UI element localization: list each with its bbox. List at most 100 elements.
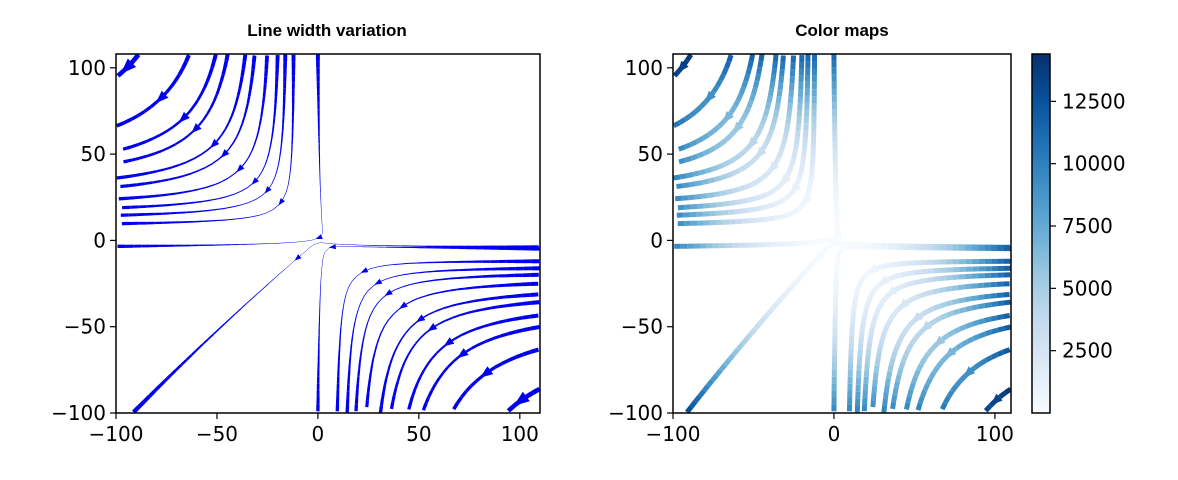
streamline-segment (202, 112, 209, 121)
streamline-segment (900, 260, 908, 267)
streamline-segment (977, 282, 985, 289)
streamline-segment (882, 325, 890, 334)
streamline-segment (238, 123, 244, 131)
stream-arrow (990, 393, 1003, 406)
streamline-segment (798, 163, 805, 172)
streamline-segment (683, 142, 692, 150)
streamline-segment (770, 74, 777, 83)
streamline-segment (409, 395, 415, 404)
streamline-segment (1002, 347, 1011, 355)
streamline-segment (789, 157, 797, 166)
streamline-segment (245, 298, 253, 305)
streamline-segment (791, 150, 798, 159)
streamline-segment (273, 273, 280, 280)
streamline-segment (701, 384, 710, 393)
streamline-segment (932, 288, 940, 295)
streamline-segment (708, 145, 717, 154)
streamline-segment (442, 305, 451, 310)
streamline-segment (943, 395, 951, 405)
streamline-segment (194, 200, 203, 204)
streamline-segment (243, 109, 248, 118)
streamline-segment (224, 121, 230, 129)
streamline-segment (246, 96, 251, 104)
streamline-segment (416, 376, 422, 384)
streamline-segment (977, 318, 986, 325)
streamline-segment (251, 144, 256, 152)
streamline-segment (760, 216, 769, 223)
streamline-segment (409, 322, 417, 329)
streamline-segment (201, 338, 209, 346)
streamline-segment (796, 117, 802, 125)
streamline-segment (506, 317, 515, 323)
streamline-segment (965, 305, 973, 312)
streamline-segment (530, 313, 539, 319)
streamline-segment (905, 395, 912, 404)
streamline-segment (433, 291, 443, 295)
streamline-segment (467, 309, 476, 315)
streamline-segment (362, 335, 365, 343)
x-tick-label: 0 (312, 422, 325, 446)
stream-arrow (801, 194, 812, 208)
streamline-segment (715, 79, 723, 88)
streamline-segment (761, 312, 770, 321)
streamline-segment (752, 80, 760, 89)
streamline-segment (161, 146, 170, 152)
streamline-segment (442, 366, 449, 374)
streamline-segment (321, 259, 324, 267)
streamline-segment (863, 302, 871, 311)
y-tick-label: −50 (621, 315, 663, 339)
streamline-segment (765, 202, 774, 210)
streamline-segment (764, 135, 772, 144)
streamline-segment (741, 80, 749, 89)
streamline-segment (718, 363, 727, 372)
streamline-segment (145, 137, 154, 143)
streamline-segment (481, 297, 491, 302)
streamline-segment (834, 259, 841, 267)
streamline-segment (383, 378, 388, 386)
streamline-segment (772, 109, 780, 118)
streamline-segment (365, 400, 369, 408)
y-tick-label: 0 (650, 228, 663, 252)
streamline-segment (757, 317, 766, 326)
streamline-segment (263, 82, 267, 91)
streamline-segment (134, 195, 144, 200)
streamline-segment (919, 357, 928, 366)
streamline-segment (802, 129, 809, 138)
streamline-segment (718, 73, 726, 82)
streamline-segment (697, 203, 704, 209)
streamline-segment (206, 184, 215, 188)
streamline-segment (215, 87, 221, 95)
streamline-segment (372, 352, 376, 360)
streamline-segment (753, 322, 762, 331)
streamline-segment (179, 161, 188, 166)
streamline-segment (152, 133, 161, 140)
streamline-segment (954, 379, 963, 388)
streamline-segment (156, 168, 165, 173)
streamline-segment (710, 373, 719, 383)
streamline-segment (515, 328, 525, 334)
streamline-segment (676, 183, 684, 189)
streamline-segment (352, 322, 356, 330)
streamline-segment (996, 349, 1005, 357)
streamline-segment (396, 374, 401, 383)
streamline-segment (261, 164, 266, 172)
streamline-segment (258, 212, 267, 216)
streamline-segment (769, 122, 777, 131)
streamline-segment (159, 130, 168, 137)
streamline-segment (747, 60, 754, 69)
streamline-segment (268, 144, 272, 152)
streamline-segment (872, 372, 879, 380)
streamline-segment (424, 396, 431, 405)
streamline-segment (682, 182, 690, 189)
streamline-segment (793, 137, 800, 145)
streamline-segment (754, 73, 761, 82)
streamline-segment (909, 336, 918, 346)
streamline-segment (132, 405, 141, 413)
streamline-segment (407, 402, 413, 410)
streamline-segment (154, 204, 163, 208)
streamline-segment (280, 136, 283, 144)
streamline-segment (180, 359, 188, 367)
streamline-segment (426, 270, 436, 273)
streamline-segment (181, 134, 190, 141)
